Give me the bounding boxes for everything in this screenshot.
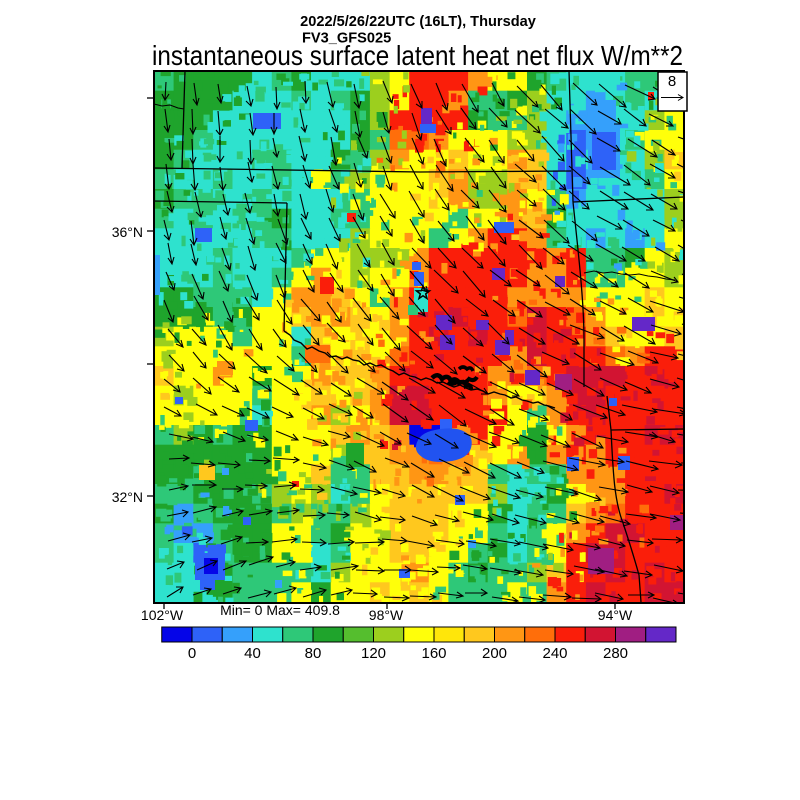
svg-text:Min= 0 Max= 409.8: Min= 0 Max= 409.8	[220, 602, 340, 618]
svg-text:FV3_GFS025: FV3_GFS025	[302, 31, 391, 47]
svg-text:240: 240	[542, 645, 567, 662]
svg-text:0: 0	[188, 645, 196, 662]
svg-text:8: 8	[668, 73, 676, 90]
svg-text:120: 120	[361, 645, 386, 662]
svg-text:98°W: 98°W	[369, 607, 404, 623]
svg-text:102°W: 102°W	[141, 607, 184, 623]
svg-text:94°W: 94°W	[598, 607, 633, 623]
svg-text:2022/5/26/22UTC (16LT), Thursd: 2022/5/26/22UTC (16LT), Thursday	[300, 14, 537, 30]
svg-text:instantaneous surface latent h: instantaneous surface latent heat net fl…	[152, 40, 683, 71]
svg-text:36°N: 36°N	[112, 224, 143, 240]
svg-text:32°N: 32°N	[112, 489, 143, 505]
svg-text:160: 160	[421, 645, 446, 662]
svg-text:280: 280	[603, 645, 628, 662]
svg-text:80: 80	[305, 645, 322, 662]
svg-text:200: 200	[482, 645, 507, 662]
svg-text:40: 40	[244, 645, 261, 662]
